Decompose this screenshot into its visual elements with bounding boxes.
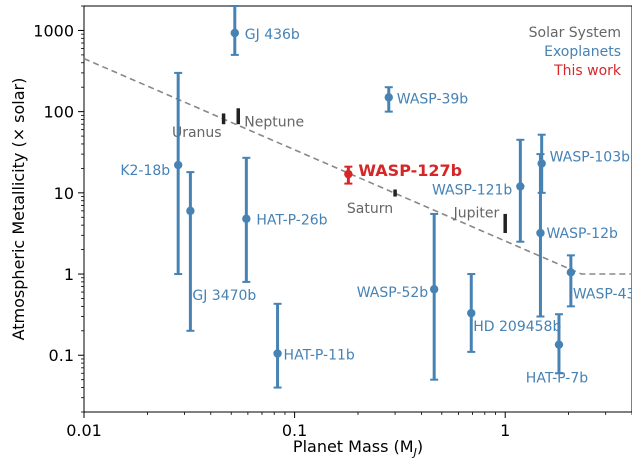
exoplanet-gj-436b: GJ 436b (230, 5, 300, 56)
planet-uranus: Uranus (172, 113, 226, 141)
x-tick-label: 1 (500, 421, 510, 440)
k2-18b-label: K2-18b (120, 163, 170, 179)
wasp-121b-point (516, 182, 525, 191)
exoplanet-wasp-39b: WASP-39b (384, 86, 469, 113)
gj-436b-label: GJ 436b (245, 27, 300, 43)
axis-ticks: 0.01 0.1 1 0.1 1 10 100 1000 (33, 5, 632, 440)
neptune-label: Neptune (244, 114, 304, 130)
wasp-12b-label: WASP-12b (546, 226, 618, 242)
wasp-127b-point (344, 169, 353, 179)
legend-entry-solar-system: Solar System (529, 25, 621, 41)
exoplanet-gj-3470b: GJ 3470b (186, 171, 256, 332)
exoplanet-hat-p-26b: HAT-P-26b (242, 156, 328, 283)
y-axis-label: Atmospheric Metallicity (× solar) (9, 78, 28, 341)
wasp-121b-label: WASP-121b (432, 182, 512, 198)
hat-p-7b-point (554, 340, 564, 349)
wasp-52b-label: WASP-52b (357, 285, 429, 301)
wasp-43b-label: WASP-43b (573, 286, 632, 302)
planet-neptune: Neptune (236, 108, 304, 130)
x-axis-label: Planet Mass (MJ) (293, 437, 423, 459)
y-tick-label: 100 (43, 103, 74, 122)
exoplanet-wasp-43b: WASP-43b (566, 254, 632, 308)
hd-209458b-label: HD 209458b (473, 319, 561, 335)
x-tick-label: 0.1 (282, 421, 307, 440)
wasp-39b-point (384, 93, 393, 102)
y-tick-label: 0.1 (49, 346, 74, 365)
exoplanet-wasp-103b: WASP-103b (537, 133, 630, 194)
hd-209458b-point (467, 308, 476, 318)
exoplanet-hat-p-11b: HAT-P-11b (273, 302, 355, 389)
y-tick-label: 1000 (33, 21, 74, 40)
x-axis-label-subscript: J (412, 446, 417, 459)
exoplanet-wasp-121b: WASP-121b (432, 138, 525, 243)
y-tick-label: 10 (54, 184, 74, 203)
gj-436b-point (230, 28, 239, 38)
x-axis-label-close: ) (417, 437, 423, 456)
exoplanet-hd-209458b: HD 209458b (467, 273, 561, 353)
exoplanet-k2-18b: K2-18b (120, 71, 183, 276)
x-axis-label-main: Planet Mass (M (293, 437, 414, 456)
trend-line (83, 57, 632, 275)
wasp-12b-point (536, 228, 545, 238)
exoplanet-wasp-52b: WASP-52b (357, 212, 439, 381)
this-work-wasp-127b: WASP-127b (344, 161, 462, 185)
wasp-39b-label: WASP-39b (397, 91, 469, 107)
jupiter-label: Jupiter (453, 205, 500, 221)
this-work-markers: WASP-127b (344, 161, 462, 185)
planet-jupiter: Jupiter (453, 205, 507, 234)
planet-saturn: Saturn (347, 189, 397, 217)
wasp-43b-point (566, 268, 576, 277)
gj-3470b-point (186, 206, 195, 216)
hat-p-7b-label: HAT-P-7b (526, 371, 588, 387)
legend-entry-exoplanets: Exoplanets (544, 44, 621, 60)
saturn-label: Saturn (347, 201, 393, 217)
legend-entry-this-work: This work (553, 63, 622, 79)
hat-p-11b-point (273, 349, 282, 358)
x-tick-label: 0.01 (66, 421, 102, 440)
hat-p-26b-point (242, 214, 251, 223)
y-tick-label: 1 (64, 265, 74, 284)
legend: Solar System Exoplanets This work (529, 25, 622, 79)
trend-line-path (83, 57, 632, 275)
exoplanet-hat-p-7b: HAT-P-7b (526, 313, 588, 387)
hat-p-26b-label: HAT-P-26b (256, 213, 327, 229)
wasp-52b-point (429, 285, 439, 294)
solar-system-markers: Uranus Neptune Saturn Jupiter (172, 108, 507, 234)
wasp-127b-label: WASP-127b (358, 161, 462, 180)
k2-18b-point (173, 160, 183, 170)
exoplanet-markers: GJ 436b WASP-39b K2-18b GJ 3470b HAT-P-26b HA… (120, 5, 632, 389)
gj-3470b-label: GJ 3470b (192, 288, 256, 304)
hat-p-11b-label: HAT-P-11b (284, 348, 355, 364)
wasp-103b-point (537, 159, 546, 168)
wasp-103b-label: WASP-103b (550, 149, 630, 165)
uranus-label: Uranus (172, 125, 222, 141)
